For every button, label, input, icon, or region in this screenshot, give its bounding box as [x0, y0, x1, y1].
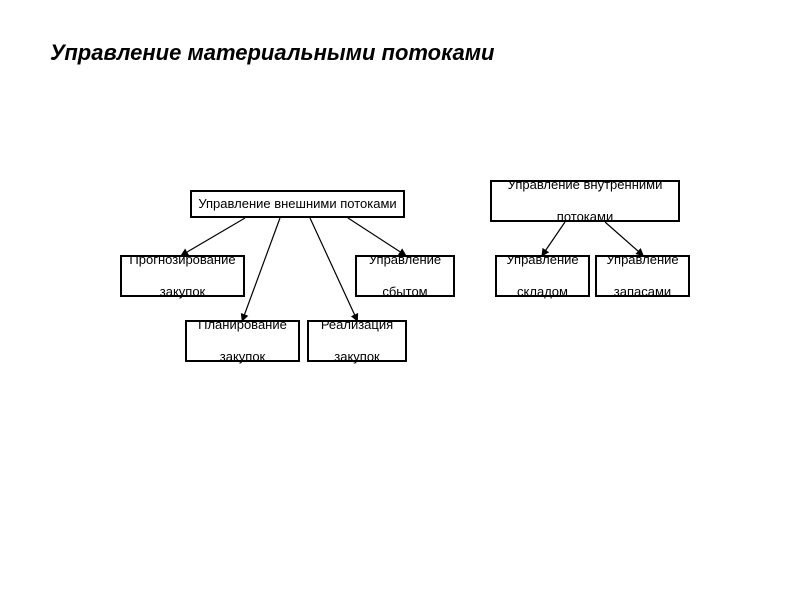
node-label-line: закупок [160, 284, 205, 300]
node-label-line: Прогнозирование [129, 252, 235, 268]
diagram-node-warehouse: Управление складом [495, 255, 590, 297]
node-label-line: Управление [606, 252, 678, 268]
node-label-line: складом [517, 284, 568, 300]
node-label-line: Реализация [321, 317, 393, 333]
diagram-node-ext-root: Управление внешними потоками [190, 190, 405, 218]
node-label-line: Управление внутренними [508, 177, 663, 193]
diagram-node-planning: Планирование закупок [185, 320, 300, 362]
diagram-node-stock: Управление запасами [595, 255, 690, 297]
node-label-line: Управление [506, 252, 578, 268]
diagram-edge [348, 218, 405, 255]
node-label-line: Управление внешними потоками [198, 196, 396, 212]
diagram-node-forecast: Прогнозирование закупок [120, 255, 245, 297]
node-label-line: потоками [557, 209, 613, 225]
node-label-line: закупок [334, 349, 379, 365]
diagram-edge [182, 218, 245, 255]
diagram-edge [243, 218, 281, 320]
diagram-node-sales: Управление сбытом [355, 255, 455, 297]
node-label-line: закупок [220, 349, 265, 365]
flow-diagram: Управление внешними потоками Прогнозирова… [0, 0, 800, 600]
node-label-line: сбытом [382, 284, 427, 300]
node-label-line: запасами [614, 284, 671, 300]
node-label-line: Планирование [198, 317, 287, 333]
diagram-edge [605, 222, 643, 255]
diagram-node-int-root: Управление внутренними потоками [490, 180, 680, 222]
node-label-line: Управление [369, 252, 441, 268]
diagram-edge [310, 218, 357, 320]
diagram-node-realization: Реализация закупок [307, 320, 407, 362]
diagram-edge [543, 222, 566, 255]
